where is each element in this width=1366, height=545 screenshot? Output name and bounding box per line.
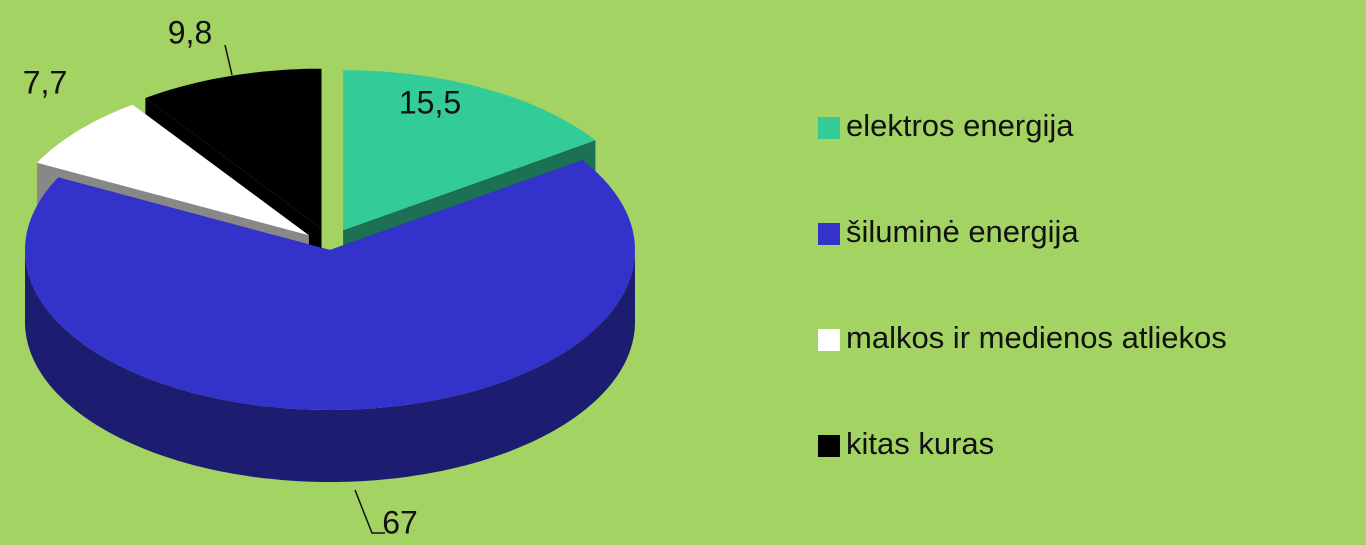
pie-slice bbox=[343, 70, 596, 231]
pie-slice bbox=[37, 104, 309, 236]
leader-line bbox=[354, 489, 385, 534]
data-label: 67 bbox=[382, 504, 418, 540]
legend-swatch bbox=[818, 435, 840, 457]
legend-swatch bbox=[818, 223, 840, 245]
legend-swatch bbox=[818, 117, 840, 139]
legend-label: malkos ir medienos atliekos bbox=[846, 320, 1227, 355]
leader-line bbox=[224, 44, 233, 76]
slice-side-wall bbox=[25, 250, 635, 482]
pie-slice bbox=[25, 160, 635, 410]
data-label: 15,5 bbox=[399, 84, 461, 120]
legend-label: šiluminė energija bbox=[846, 214, 1079, 249]
pie-slice bbox=[145, 68, 322, 229]
legend-label: kitas kuras bbox=[846, 426, 994, 461]
pie-slice-3d bbox=[25, 160, 635, 482]
legend-label: elektros energija bbox=[846, 108, 1074, 143]
data-label: 7,7 bbox=[23, 64, 67, 100]
data-label: 9,8 bbox=[168, 14, 212, 50]
legend-swatch bbox=[818, 329, 840, 351]
